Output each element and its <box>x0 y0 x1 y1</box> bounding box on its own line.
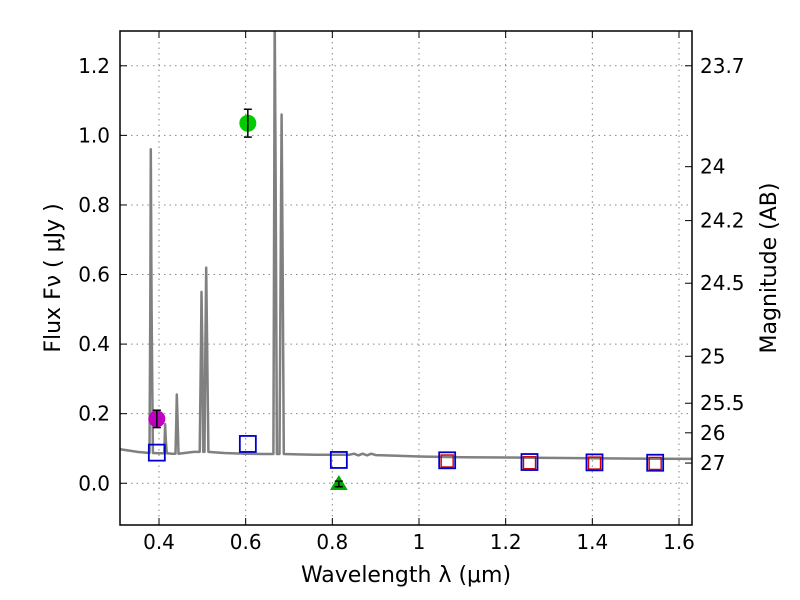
x-tick-label: 0.6 <box>230 530 262 554</box>
model-flux-square-blue <box>585 453 604 472</box>
spectrum-layer <box>120 31 692 461</box>
model-flux-square-blue <box>329 451 348 469</box>
magnitude-tick-label: 24 <box>700 155 725 179</box>
spectrum-line <box>120 31 692 461</box>
x-axis-label: Wavelength λ (μm) <box>301 563 511 588</box>
model-flux-square-blue <box>147 443 166 462</box>
y-tick-label: 1.0 <box>78 123 110 147</box>
axis-ticks: 0.4 0.6 0.8 1 1.2 1.4 1.6 0.0 0.2 0.4 0.6 0.8 1.0 1.2… <box>78 31 745 554</box>
magnitude-tick-label: 26 <box>700 421 725 445</box>
x-tick-label: 1.2 <box>490 530 522 554</box>
magnitude-tick-label: 25.5 <box>700 391 745 415</box>
model-flux-square-blue <box>438 451 457 470</box>
y-tick-label: 1.2 <box>78 54 110 78</box>
magnitude-tick-label: 24.2 <box>700 209 745 233</box>
photometry-layer <box>147 108 665 491</box>
magnitude-tick-label: 27 <box>700 451 725 475</box>
magnitude-axis-label: Magnitude (AB) <box>757 183 782 354</box>
x-tick-label: 1.6 <box>663 530 695 554</box>
model-flux-square-blue <box>238 435 257 453</box>
x-tick-label: 0.8 <box>316 530 348 554</box>
plot-frame <box>119 30 693 526</box>
x-tick-label: 0.4 <box>143 530 175 554</box>
model-flux-square-red <box>587 456 602 470</box>
grid-lines <box>120 31 692 525</box>
y-tick-label: 0.0 <box>78 471 110 495</box>
model-flux-square-red <box>648 456 662 471</box>
x-tick-label: 1 <box>413 530 426 554</box>
magnitude-tick-label: 25 <box>700 344 725 368</box>
model-flux-square-blue <box>520 453 539 471</box>
magnitude-tick-label: 23.7 <box>700 54 745 78</box>
y-axis-label: Flux Fν ( μJy ) <box>41 203 66 352</box>
model-flux-square-red <box>440 454 454 468</box>
model-flux-square-blue <box>646 453 665 472</box>
model-flux-square-red <box>522 456 537 470</box>
y-tick-label: 0.8 <box>78 193 110 217</box>
x-tick-label: 1.4 <box>576 530 608 554</box>
magnitude-tick-label: 24.5 <box>700 271 745 295</box>
y-tick-label: 0.4 <box>78 332 110 356</box>
y-tick-label: 0.2 <box>78 402 110 426</box>
y-tick-label: 0.6 <box>78 263 110 287</box>
